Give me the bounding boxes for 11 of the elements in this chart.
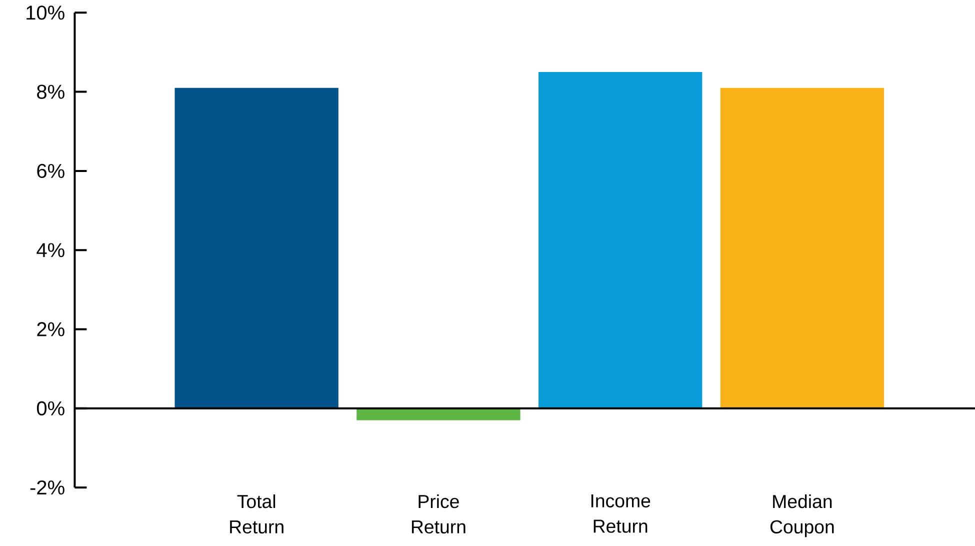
x-tick-label: Income Return bbox=[591, 494, 650, 533]
x-tick-label: Median Coupon bbox=[770, 494, 834, 538]
y-tick-label: 2% bbox=[37, 322, 64, 336]
y-tick-label: -2% bbox=[30, 480, 64, 494]
y-tick-label: 6% bbox=[37, 164, 64, 178]
y-tick-label: 8% bbox=[37, 84, 64, 99]
x-tick-label: Price Return bbox=[412, 494, 466, 534]
y-tick-label: 0% bbox=[36, 401, 64, 416]
y-tick-label: 10% bbox=[26, 6, 64, 20]
y-tick-label: 4% bbox=[36, 243, 64, 258]
x-tick-label: Total Return bbox=[230, 494, 284, 534]
